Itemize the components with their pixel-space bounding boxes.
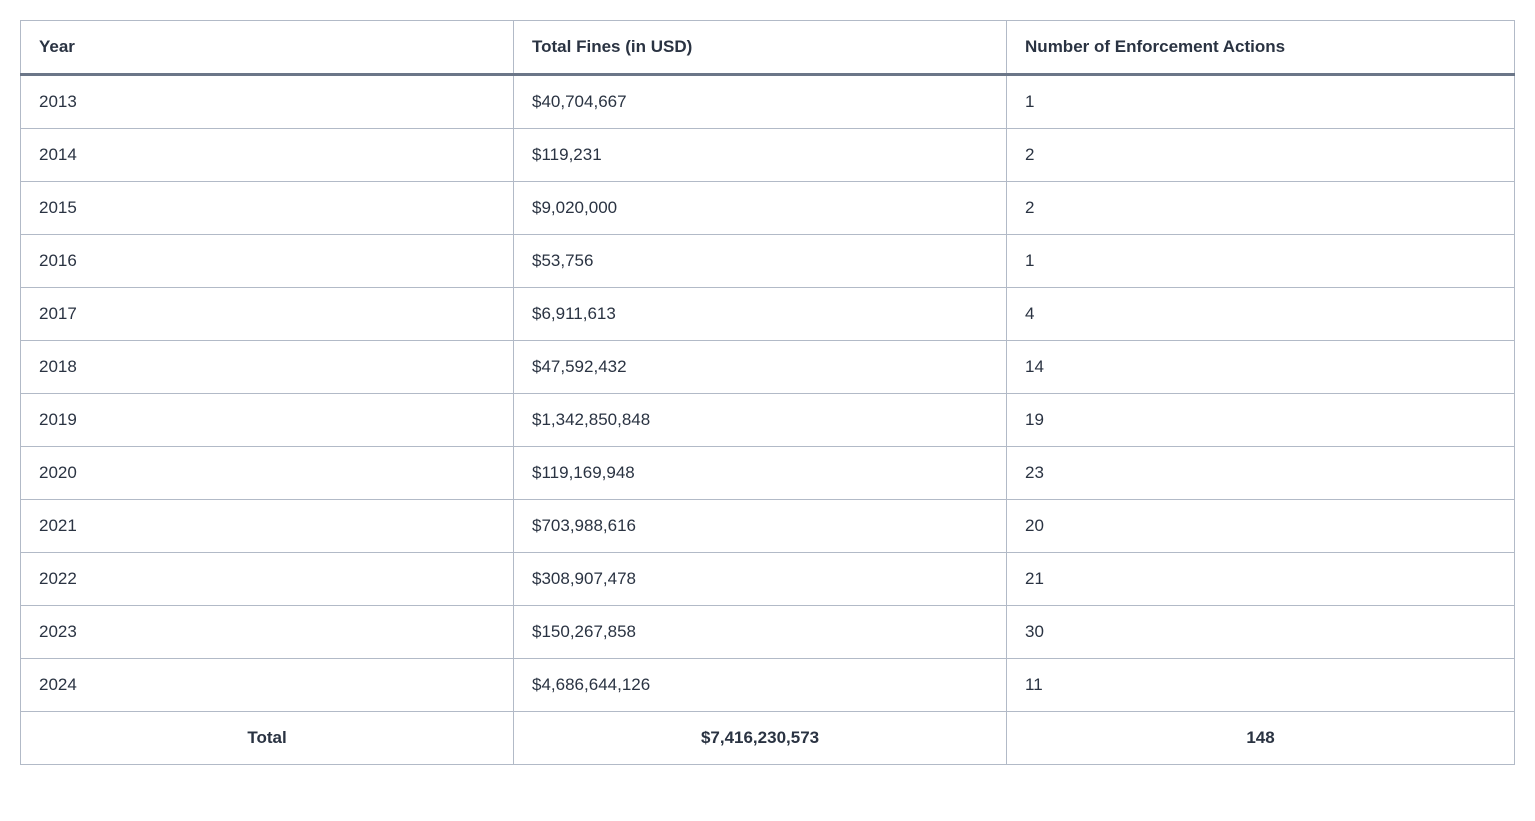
cell-actions: 4 [1007,288,1515,341]
cell-actions: 30 [1007,606,1515,659]
cell-fines: $40,704,667 [514,75,1007,129]
table-body: 2013 $40,704,667 1 2014 $119,231 2 2015 … [21,75,1515,765]
cell-year: 2023 [21,606,514,659]
table-header-row: Year Total Fines (in USD) Number of Enfo… [21,21,1515,75]
cell-fines: $1,342,850,848 [514,394,1007,447]
column-header-fines: Total Fines (in USD) [514,21,1007,75]
cell-year: 2020 [21,447,514,500]
cell-fines: $119,231 [514,129,1007,182]
total-label: Total [21,712,514,765]
table-row: 2014 $119,231 2 [21,129,1515,182]
column-header-actions: Number of Enforcement Actions [1007,21,1515,75]
cell-year: 2013 [21,75,514,129]
total-fines: $7,416,230,573 [514,712,1007,765]
cell-actions: 14 [1007,341,1515,394]
cell-actions: 21 [1007,553,1515,606]
cell-fines: $4,686,644,126 [514,659,1007,712]
cell-actions: 2 [1007,182,1515,235]
cell-actions: 2 [1007,129,1515,182]
cell-fines: $703,988,616 [514,500,1007,553]
cell-actions: 1 [1007,75,1515,129]
cell-fines: $53,756 [514,235,1007,288]
cell-year: 2022 [21,553,514,606]
cell-year: 2024 [21,659,514,712]
table-row: 2018 $47,592,432 14 [21,341,1515,394]
table-row: 2021 $703,988,616 20 [21,500,1515,553]
cell-actions: 23 [1007,447,1515,500]
table-row: 2017 $6,911,613 4 [21,288,1515,341]
column-header-year: Year [21,21,514,75]
cell-year: 2019 [21,394,514,447]
cell-year: 2014 [21,129,514,182]
cell-fines: $9,020,000 [514,182,1007,235]
cell-year: 2021 [21,500,514,553]
cell-fines: $308,907,478 [514,553,1007,606]
enforcement-fines-table: Year Total Fines (in USD) Number of Enfo… [20,20,1515,765]
cell-actions: 1 [1007,235,1515,288]
table-header: Year Total Fines (in USD) Number of Enfo… [21,21,1515,75]
table-row: 2019 $1,342,850,848 19 [21,394,1515,447]
table-row: 2016 $53,756 1 [21,235,1515,288]
cell-fines: $47,592,432 [514,341,1007,394]
cell-year: 2016 [21,235,514,288]
cell-year: 2015 [21,182,514,235]
table-row: 2020 $119,169,948 23 [21,447,1515,500]
cell-actions: 19 [1007,394,1515,447]
cell-actions: 20 [1007,500,1515,553]
total-actions: 148 [1007,712,1515,765]
table-row: 2024 $4,686,644,126 11 [21,659,1515,712]
cell-fines: $150,267,858 [514,606,1007,659]
cell-year: 2018 [21,341,514,394]
table-row: 2023 $150,267,858 30 [21,606,1515,659]
table-row: 2015 $9,020,000 2 [21,182,1515,235]
table-row: 2022 $308,907,478 21 [21,553,1515,606]
table-row: 2013 $40,704,667 1 [21,75,1515,129]
cell-year: 2017 [21,288,514,341]
cell-actions: 11 [1007,659,1515,712]
cell-fines: $119,169,948 [514,447,1007,500]
cell-fines: $6,911,613 [514,288,1007,341]
table-total-row: Total $7,416,230,573 148 [21,712,1515,765]
